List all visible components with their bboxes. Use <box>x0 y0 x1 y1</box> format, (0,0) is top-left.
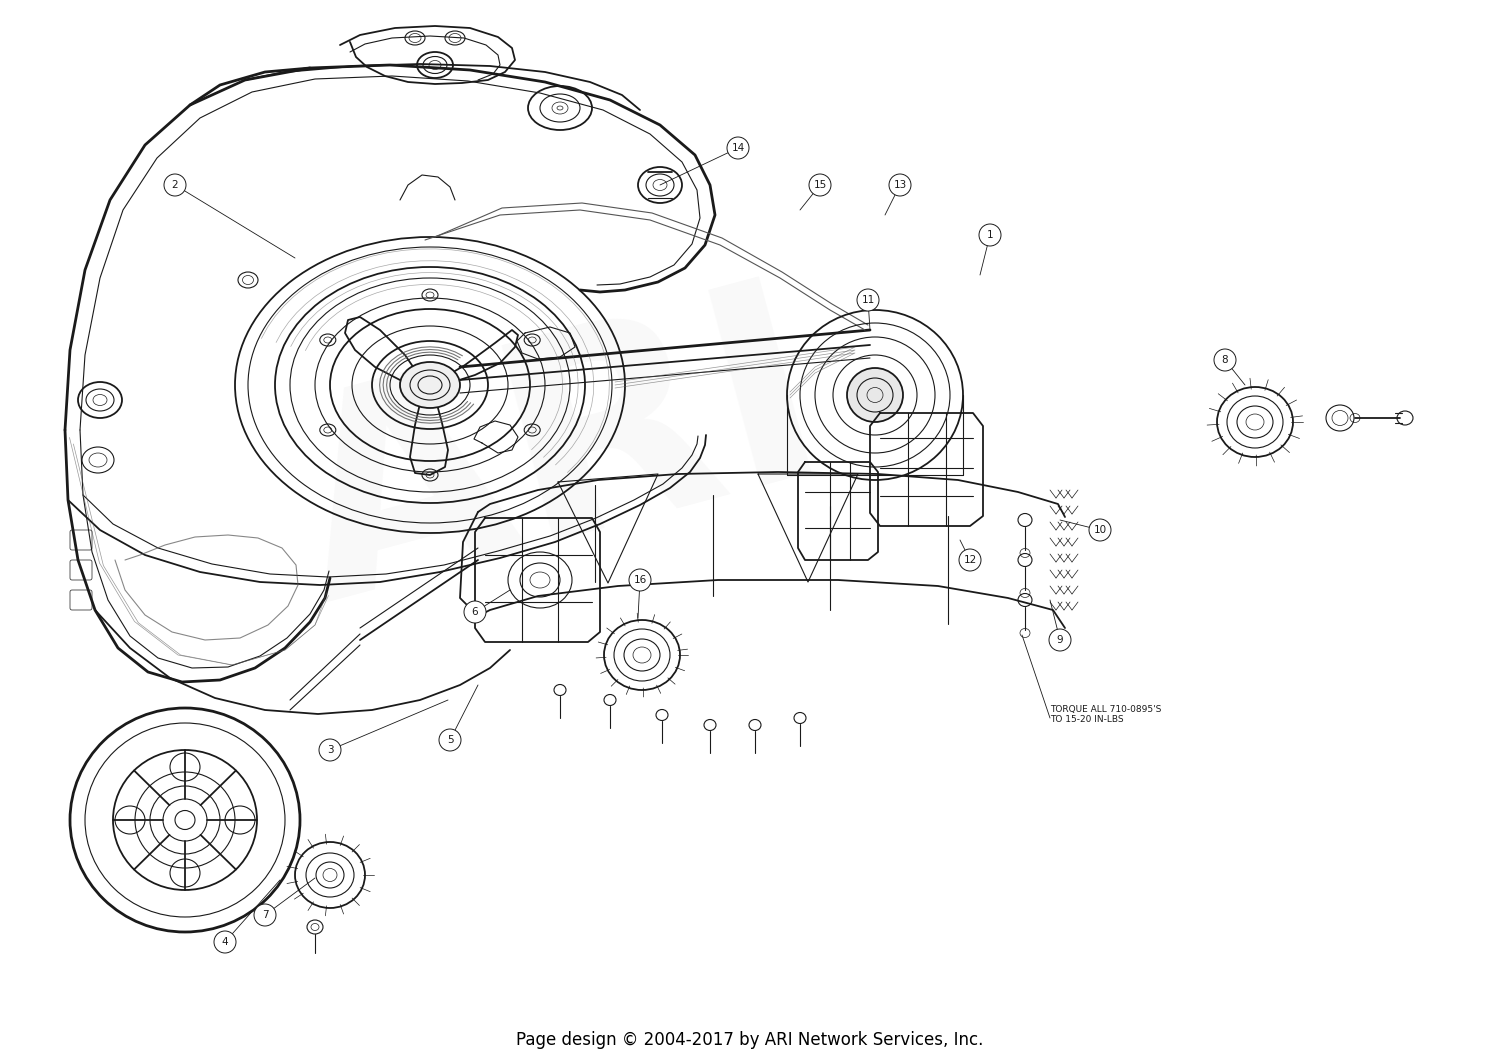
Circle shape <box>440 729 460 751</box>
Circle shape <box>1089 519 1112 541</box>
Text: 14: 14 <box>732 143 744 153</box>
Ellipse shape <box>847 368 903 422</box>
Circle shape <box>214 930 236 953</box>
Circle shape <box>254 904 276 926</box>
Circle shape <box>808 174 831 196</box>
Text: TORQUE ALL 710-0895'S
TO 15-20 IN-LBS: TORQUE ALL 710-0895'S TO 15-20 IN-LBS <box>1050 705 1161 725</box>
Text: 10: 10 <box>1094 525 1107 535</box>
Text: 2: 2 <box>171 180 178 190</box>
Circle shape <box>464 601 486 623</box>
Text: 16: 16 <box>633 575 646 585</box>
Text: 4: 4 <box>222 937 228 947</box>
Text: 3: 3 <box>327 745 333 755</box>
Text: 12: 12 <box>963 555 976 566</box>
Text: 7: 7 <box>261 910 268 920</box>
Text: 15: 15 <box>813 180 826 190</box>
Text: 11: 11 <box>861 295 874 305</box>
Text: Page design © 2004-2017 by ARI Network Services, Inc.: Page design © 2004-2017 by ARI Network S… <box>516 1031 984 1049</box>
Text: 13: 13 <box>894 180 906 190</box>
Circle shape <box>980 224 1000 246</box>
Circle shape <box>1214 349 1236 371</box>
Text: 1: 1 <box>987 230 993 240</box>
Circle shape <box>728 137 748 159</box>
Ellipse shape <box>400 362 460 408</box>
Text: 6: 6 <box>471 607 478 618</box>
Text: 5: 5 <box>447 735 453 745</box>
Circle shape <box>164 174 186 196</box>
Circle shape <box>320 740 340 761</box>
Circle shape <box>958 549 981 571</box>
Circle shape <box>890 174 910 196</box>
Text: ARI: ARI <box>268 261 852 659</box>
Circle shape <box>628 569 651 591</box>
Text: 8: 8 <box>1221 355 1228 365</box>
Text: 9: 9 <box>1056 634 1064 645</box>
Circle shape <box>1048 629 1071 651</box>
Circle shape <box>856 289 879 311</box>
